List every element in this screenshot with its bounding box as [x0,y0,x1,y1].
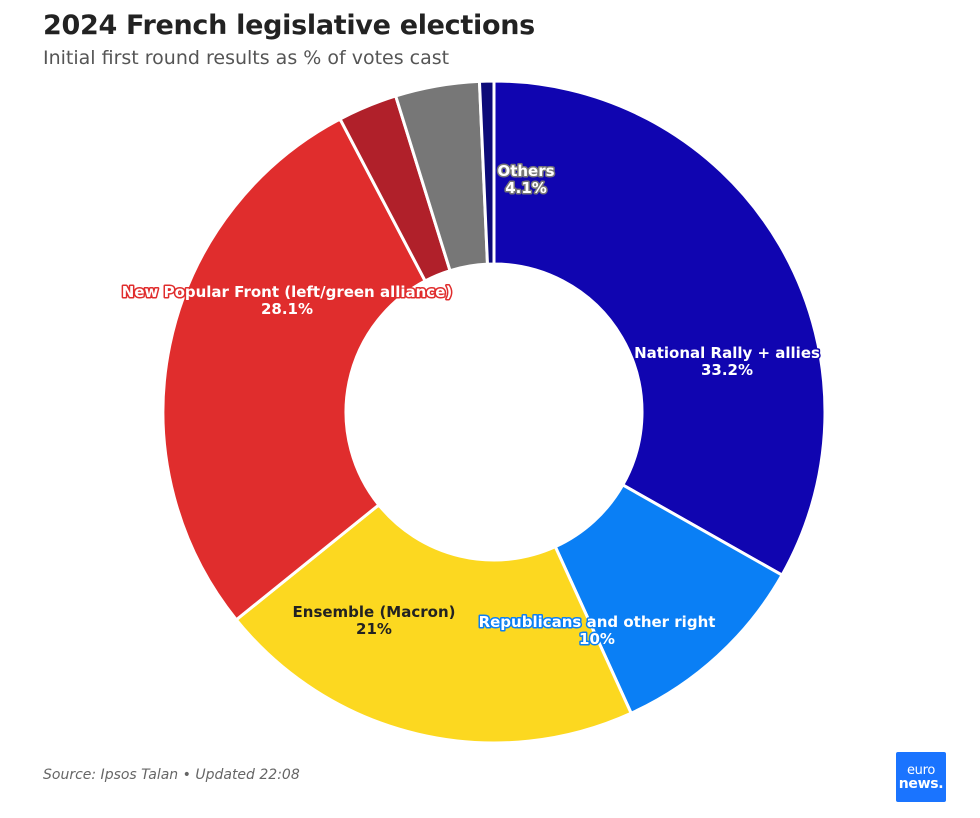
chart-title: 2024 French legislative elections [43,10,535,41]
slice-value-new-popular-front-left-green-alliance: 28.1% [261,300,313,318]
slice-value-ensemble-macron: 21% [356,620,392,638]
slice-label-new-popular-front-left-green-alliance: New Popular Front (left/green alliance) 2… [122,283,452,318]
donut-slices [161,79,827,745]
slice-value-national-rally-allies: 33.2% [701,361,753,379]
slice-name-new-popular-front-left-green-alliance: New Popular Front (left/green alliance) [122,283,452,301]
donut-slice-unlabeled-6 [477,79,496,266]
slice-name-national-rally-allies: National Rally + allies [634,344,820,362]
donut-slice-new-popular-front-left-green-alliance [161,117,427,622]
slice-value-republicans-and-other-right: 10% [579,630,615,648]
chart-subtitle: Initial first round results as % of vote… [43,47,450,69]
slice-label-ensemble-macron: Ensemble (Macron) 21% [293,603,456,638]
slice-label-republicans-and-other-right: Republicans and other right 10% [479,613,716,648]
slice-label-others: Others 4.1% [497,162,554,197]
slice-name-others: Others [497,162,554,180]
slice-name-ensemble-macron: Ensemble (Macron) [293,603,456,621]
slice-name-republicans-and-other-right: Republicans and other right [479,613,716,631]
logo-euro-text: euro [906,762,936,778]
slice-label-national-rally-allies: National Rally + allies 33.2% [634,344,820,379]
euronews-logo: euro news. [896,752,946,802]
slice-value-others: 4.1% [505,179,547,197]
source-note: Source: Ipsos Talan • Updated 22:08 [43,767,300,783]
donut-labels: National Rally + allies 33.2% Republicans … [120,161,821,650]
donut-slice-ensemble-macron [234,503,633,745]
logo-news-text: news. [898,775,944,792]
donut-slice-national-rally-allies [492,79,827,577]
